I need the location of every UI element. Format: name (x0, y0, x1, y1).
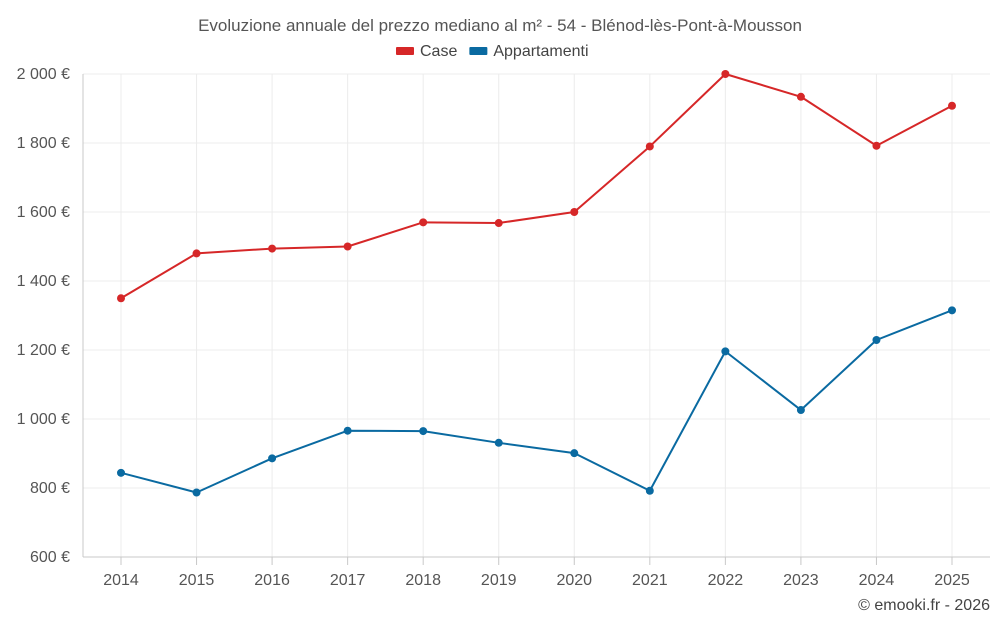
y-tick-label: 1 400 € (17, 273, 70, 290)
data-point-case[interactable] (117, 294, 125, 303)
x-tick-label: 2014 (103, 572, 139, 589)
series-line-case (120, 73, 953, 300)
y-tick-label: 1 200 € (17, 342, 70, 359)
x-tick-label: 2024 (859, 572, 895, 589)
x-tick-label: 2016 (254, 572, 290, 589)
legend-swatch-appartamenti (469, 47, 488, 55)
data-point-appartamenti[interactable] (872, 335, 881, 344)
x-tick-label: 2015 (179, 572, 215, 589)
legend-label-case[interactable]: Case (420, 43, 457, 60)
credit-text: © emooki.fr - 2026 (858, 597, 990, 614)
y-tick-label: 600 € (30, 549, 70, 566)
data-point-case[interactable] (796, 92, 805, 101)
x-tick-label: 2017 (330, 572, 366, 589)
y-tick-label: 800 € (30, 480, 70, 497)
y-tick-label: 1 000 € (17, 411, 70, 428)
data-point-appartamenti[interactable] (645, 486, 654, 495)
data-point-appartamenti[interactable] (192, 488, 201, 497)
data-point-appartamenti[interactable] (570, 449, 579, 458)
data-point-case[interactable] (721, 70, 730, 78)
data-point-appartamenti[interactable] (796, 406, 805, 415)
data-point-appartamenti[interactable] (419, 427, 428, 436)
data-point-case[interactable] (192, 249, 201, 258)
y-tick-label: 2 000 € (17, 66, 70, 83)
grid (83, 73, 990, 557)
data-point-case[interactable] (494, 219, 503, 228)
data-point-case[interactable] (419, 218, 428, 227)
data-point-appartamenti[interactable] (343, 426, 352, 435)
x-tick-label: 2021 (632, 572, 668, 589)
data-point-case[interactable] (268, 244, 277, 253)
x-tick-label: 2023 (783, 572, 819, 589)
x-tick-label: 2025 (934, 572, 970, 589)
legend-label-appartamenti[interactable]: Appartamenti (493, 43, 588, 60)
chart-title: Evoluzione annuale del prezzo mediano al… (198, 16, 802, 35)
data-point-case[interactable] (872, 141, 881, 150)
x-tick-label: 2018 (405, 572, 441, 589)
axes: 600 € 800 € 1 000 € 1 200 € 1 400 € 1 600 € 1 … (17, 66, 990, 589)
x-tick-label: 2020 (556, 572, 592, 589)
y-tick-label: 1 800 € (17, 135, 70, 152)
data-point-appartamenti[interactable] (721, 347, 730, 356)
data-point-case[interactable] (645, 142, 654, 151)
data-point-appartamenti[interactable] (117, 468, 125, 477)
data-point-case[interactable] (343, 242, 352, 251)
data-point-case[interactable] (948, 101, 956, 110)
data-point-appartamenti[interactable] (268, 454, 277, 463)
series-line-appartamenti (120, 309, 953, 494)
x-tick-label: 2022 (708, 572, 744, 589)
legend-swatch-case (396, 47, 414, 55)
y-tick-label: 1 600 € (17, 204, 70, 221)
legend: Case Appartamenti (396, 43, 589, 60)
data-point-appartamenti[interactable] (948, 306, 956, 315)
x-tick-label: 2019 (481, 572, 517, 589)
data-point-appartamenti[interactable] (494, 438, 503, 447)
data-point-case[interactable] (570, 208, 579, 216)
series-layer (117, 70, 956, 497)
